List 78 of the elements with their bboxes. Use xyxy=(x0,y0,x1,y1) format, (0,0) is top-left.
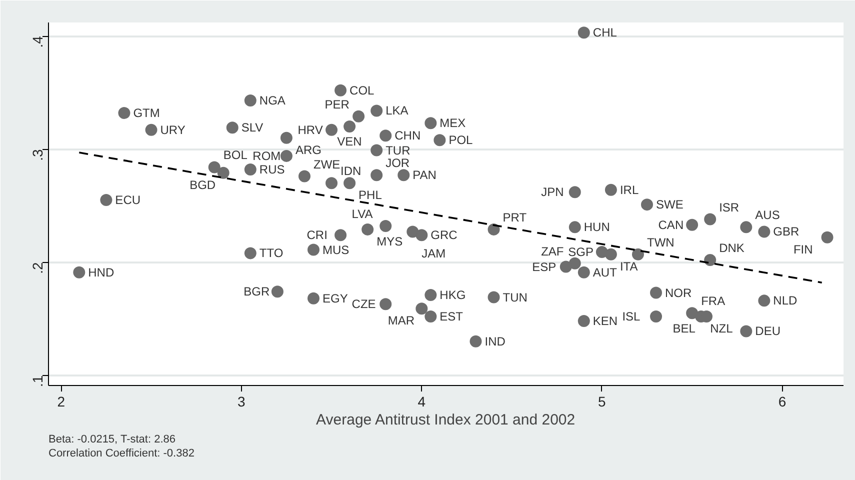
data-label: NOR xyxy=(665,286,692,300)
data-label: LKA xyxy=(386,104,408,118)
data-label: FRA xyxy=(701,294,726,308)
data-label: TWN xyxy=(646,235,674,250)
data-label: CZE xyxy=(352,297,376,312)
data-label: BGD xyxy=(190,178,216,192)
data-label: GTM xyxy=(133,106,160,120)
data-label: HRV xyxy=(298,122,323,137)
data-label: MUS xyxy=(322,242,350,257)
x-tick-label: 4 xyxy=(418,394,426,410)
data-label: JAM xyxy=(422,246,446,261)
data-label: IND xyxy=(484,334,506,348)
data-label: GRC xyxy=(430,228,458,242)
data-label: HND xyxy=(88,265,114,280)
data-label: TTO xyxy=(259,246,284,260)
x-tick-label: 6 xyxy=(778,394,786,410)
data-label: JOR xyxy=(386,156,410,170)
data-label: ARG xyxy=(295,142,322,157)
data-label: HUN xyxy=(584,220,610,234)
data-label: LVA xyxy=(352,207,373,222)
data-label: COL xyxy=(350,83,375,98)
data-label: NZL xyxy=(710,322,734,336)
data-label: HKG xyxy=(440,288,466,302)
data-label: ISL xyxy=(622,310,641,324)
data-label: ECU xyxy=(115,193,141,208)
data-label: SWE xyxy=(656,198,684,212)
data-label: IDN xyxy=(340,164,362,178)
data-label: ESP xyxy=(532,260,556,274)
text: Beta: -0.0215, T-stat: 2.86 xyxy=(48,434,176,446)
data-label: CAN xyxy=(658,218,684,232)
text: Correlation Coefficient: -0.382 xyxy=(48,448,194,460)
data-label: BEL xyxy=(672,322,696,336)
data-label: MAR xyxy=(388,314,415,328)
data-label: BOL xyxy=(223,148,248,162)
data-label: VEN xyxy=(337,134,362,149)
data-label: GBR xyxy=(773,224,800,239)
data-label: TUR xyxy=(386,143,411,158)
data-label: IRL xyxy=(620,182,639,197)
data-label: NGA xyxy=(259,94,286,108)
data-label: KEN xyxy=(592,314,618,328)
data-label: DNK xyxy=(719,240,744,255)
data-label: POL xyxy=(448,133,474,148)
y-tick-label: .1 xyxy=(30,375,46,387)
data-label: ROM xyxy=(252,148,281,163)
data-label: JPN xyxy=(541,185,564,200)
data-label: FIN xyxy=(793,242,813,256)
data-label: PHL xyxy=(358,188,382,202)
y-tick-label: .4 xyxy=(30,36,46,48)
data-label: CRI xyxy=(306,228,328,242)
data-label: URY xyxy=(160,122,186,137)
data-label: EST xyxy=(440,310,464,324)
data-label: PER xyxy=(324,97,350,112)
data-label: ISR xyxy=(719,200,740,214)
data-label: ITA xyxy=(620,259,638,274)
data-label: SGP xyxy=(568,245,594,260)
data-label: CHL xyxy=(592,26,618,40)
data-label: MEX xyxy=(440,116,466,130)
x-tick-label: 3 xyxy=(238,394,246,410)
data-label: NLD xyxy=(773,294,798,308)
data-label: DEU xyxy=(755,324,780,338)
data-label: MYS xyxy=(376,234,403,248)
data-label: TUN xyxy=(502,290,528,304)
data-label: SLV xyxy=(241,120,264,135)
data-label: PAN xyxy=(412,168,436,182)
data-label: BGR xyxy=(244,284,270,299)
data-label: RUS xyxy=(259,162,285,177)
data-label: CHN xyxy=(394,128,421,143)
data-label: ZWE xyxy=(313,157,340,172)
data-label: EGY xyxy=(322,291,348,306)
x-tick-label: 2 xyxy=(57,394,66,410)
data-label: ZAF xyxy=(541,244,564,258)
y-tick-label: .3 xyxy=(30,148,46,161)
x-tick-label: 5 xyxy=(598,394,606,410)
data-label: PRT xyxy=(502,210,528,224)
y-tick-label: .2 xyxy=(30,262,46,274)
data-label: AUT xyxy=(592,265,618,280)
x-axis-title: Average Antitrust Index 2001 and 2002 xyxy=(316,412,576,428)
data-label: AUS xyxy=(755,208,780,222)
